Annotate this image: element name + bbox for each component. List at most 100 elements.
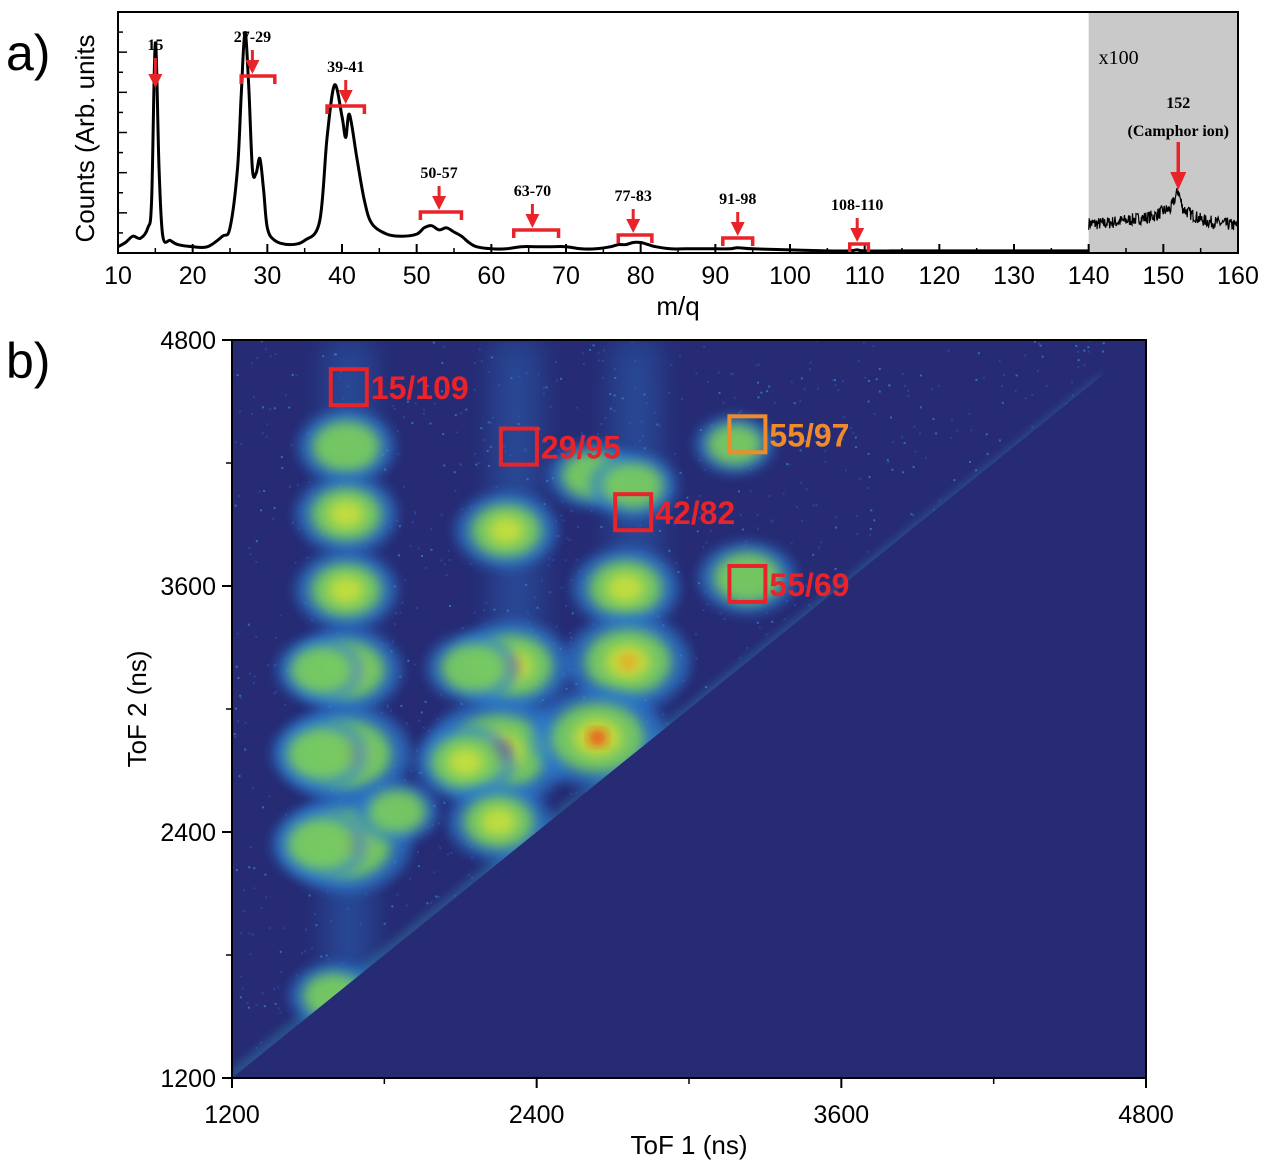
x-tick-label: 50 [403, 262, 431, 290]
noise-pixel [471, 877, 473, 879]
noise-pixel [801, 520, 803, 522]
noise-pixel [474, 389, 476, 391]
noise-pixel [724, 618, 726, 620]
noise-pixel [489, 371, 491, 373]
noise-pixel [454, 471, 456, 473]
noise-pixel [421, 711, 423, 713]
noise-pixel [718, 372, 720, 374]
noise-pixel [423, 409, 425, 411]
noise-pixel [1042, 356, 1044, 358]
noise-pixel [902, 471, 904, 473]
coincidence-label: 29/95 [541, 430, 621, 466]
noise-pixel [405, 579, 407, 581]
noise-pixel [409, 545, 411, 547]
noise-pixel [265, 349, 267, 351]
noise-pixel [234, 736, 236, 738]
y-tick-label: 1200 [160, 1065, 216, 1093]
panel-b-label: b) [6, 333, 50, 389]
noise-pixel [818, 547, 820, 549]
noise-pixel [757, 396, 759, 398]
x-tick-label: 70 [552, 262, 580, 290]
noise-pixel [237, 677, 239, 679]
noise-pixel [237, 374, 239, 376]
noise-pixel [431, 549, 433, 551]
noise-pixel [249, 547, 251, 549]
island-core [607, 573, 645, 602]
noise-pixel [301, 952, 303, 954]
x-tick-label: 90 [701, 262, 729, 290]
noise-pixel [277, 987, 279, 989]
noise-pixel [986, 433, 988, 435]
noise-pixel [406, 722, 408, 724]
noise-pixel [908, 395, 910, 397]
noise-pixel [381, 712, 383, 714]
noise-pixel [269, 927, 271, 929]
noise-pixel [260, 1041, 262, 1043]
noise-pixel [868, 380, 870, 382]
noise-pixel [414, 664, 416, 666]
noise-pixel [766, 390, 768, 392]
noise-pixel [253, 396, 255, 398]
peak-range-bracket [514, 230, 559, 238]
noise-pixel [868, 453, 870, 455]
noise-pixel [448, 550, 450, 552]
noise-pixel [239, 775, 241, 777]
noise-pixel [396, 520, 398, 522]
noise-pixel [887, 459, 889, 461]
noise-pixel [288, 407, 290, 409]
noise-pixel [240, 932, 242, 934]
noise-pixel [707, 603, 709, 605]
noise-pixel [296, 975, 298, 977]
noise-pixel [234, 733, 236, 735]
noise-pixel [570, 793, 572, 795]
noise-pixel [925, 457, 927, 459]
island-body [368, 790, 426, 833]
noise-pixel [465, 409, 467, 411]
noise-pixel [600, 526, 602, 528]
noise-pixel [901, 436, 903, 438]
noise-pixel [1075, 345, 1077, 347]
noise-pixel [285, 394, 287, 396]
noise-pixel [562, 501, 564, 503]
noise-pixel [914, 451, 916, 453]
peak-arrow-head [626, 219, 640, 233]
noise-pixel [556, 380, 558, 382]
noise-pixel [320, 956, 322, 958]
noise-pixel [679, 355, 681, 357]
noise-pixel [418, 548, 420, 550]
noise-pixel [442, 433, 444, 435]
noise-pixel [770, 521, 772, 523]
noise-pixel [593, 344, 595, 346]
noise-pixel [309, 895, 311, 897]
noise-pixel [975, 469, 977, 471]
panel-a-spectrum: x100152(Camphor ion)10 20 30 40 50 60 70 80 90 10… [70, 12, 1259, 321]
x-tick-label: 110 [845, 262, 885, 290]
noise-pixel [948, 350, 950, 352]
noise-pixel [891, 469, 893, 471]
y-tick-label: 3600 [160, 573, 216, 601]
x-tick-label: 30 [253, 262, 281, 290]
noise-pixel [280, 951, 282, 953]
noise-pixel [746, 647, 748, 649]
noise-pixel [750, 490, 752, 492]
noise-pixel [1025, 355, 1027, 357]
noise-pixel [566, 688, 568, 690]
noise-pixel [1084, 364, 1086, 366]
noise-pixel [852, 432, 854, 434]
noise-pixel [239, 410, 241, 412]
noise-pixel [243, 889, 245, 891]
noise-pixel [1083, 350, 1085, 352]
noise-pixel [418, 865, 420, 867]
noise-pixel [999, 439, 1001, 441]
noise-pixel [449, 559, 451, 561]
noise-pixel [757, 382, 759, 384]
noise-pixel [598, 360, 600, 362]
noise-pixel [284, 704, 286, 706]
noise-pixel [582, 352, 584, 354]
noise-pixel [440, 694, 442, 696]
noise-pixel [259, 490, 261, 492]
noise-pixel [856, 515, 858, 517]
noise-pixel [384, 923, 386, 925]
noise-pixel [1031, 394, 1033, 396]
island-body [313, 421, 380, 471]
